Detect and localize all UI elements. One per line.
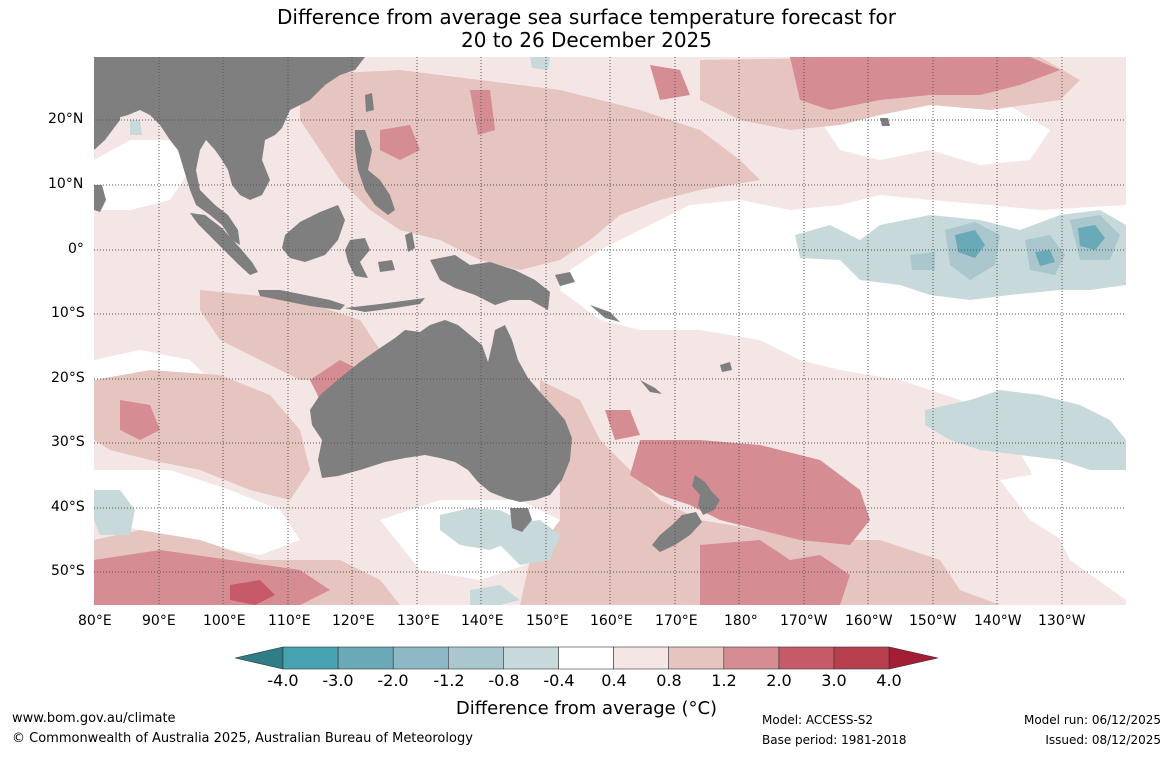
colorbar-tick-label: 4.0 [876,671,902,690]
map-title-line-1: Difference from average sea surface temp… [276,5,896,29]
colorbar-segment [447,646,504,670]
issued-date: Issued: 08/12/2025 [1045,733,1161,747]
colorbar-tick-label: 3.0 [821,671,847,690]
model-name: Model: ACCESS-S2 [762,713,874,727]
website-link[interactable]: www.bom.gov.au/climate [12,711,176,726]
colorbar-segment [337,646,394,670]
colorbar-segment [392,646,449,670]
colorbar-extend-low [234,646,284,670]
lat-label-30S: 30°S [51,434,85,450]
lat-label-20N: 20°N [48,111,84,127]
colorbar-tick-label: -2.0 [377,671,409,690]
colorbar-tick-label: 1.2 [711,671,737,690]
colorbar-segment [723,646,780,670]
map-title-line-2: 20 to 26 December 2025 [460,28,712,52]
graticule [94,57,1126,605]
lon-label-110E: 110°E [268,613,311,629]
colorbar-segment [558,646,614,670]
lon-label-170W: 170°W [780,613,828,629]
colorbar-tick-label: -1.2 [433,671,465,690]
colorbar-segment [613,646,669,670]
lon-label-130E: 130°E [397,613,440,629]
land-masses [94,57,890,552]
anomaly-warm-stronger-regions [230,580,275,605]
lon-label-170E: 170°E [655,613,698,629]
lon-label-140E: 140°E [461,613,504,629]
colorbar-extend-high [888,646,939,670]
base-period: Base period: 1981-2018 [762,733,907,747]
copyright-text: © Commonwealth of Australia 2025, Austra… [12,731,473,746]
colorbar-tick-label: 2.0 [766,671,792,690]
lon-label-160W: 160°W [845,613,893,629]
colorbar-tick-label: -3.0 [322,671,354,690]
lat-label-10S: 10°S [51,305,85,321]
lat-label-20S: 20°S [51,370,85,386]
colorbar-segment [778,646,835,670]
lon-label-120E: 120°E [332,613,375,629]
lat-label-50S: 50°S [51,563,85,579]
colorbar-tick-label: -4.0 [267,671,299,690]
colorbar-tick-label: 0.8 [656,671,682,690]
map-plot-area [94,57,1126,605]
colorbar-segment [282,646,339,670]
colorbar-tick-label: -0.4 [543,671,575,690]
lat-label-0: 0° [68,241,84,257]
colorbar-segment [668,646,725,670]
lon-label-90E: 90°E [142,613,176,629]
colorbar-tick-label: 0.4 [601,671,627,690]
colorbar-tick-label: -0.8 [488,671,520,690]
anomaly-warm-strong-regions [94,57,1060,605]
model-run-date: Model run: 06/12/2025 [1023,713,1161,727]
lon-label-150E: 150°E [526,613,569,629]
colorbar-title: Difference from average (°C) [455,698,718,719]
lon-label-80E: 80°E [78,613,112,629]
anomaly-cool-strong-regions [955,225,1105,266]
lon-label-180: 180° [724,613,758,629]
colorbar-segment [833,646,890,670]
lon-label-100E: 100°E [203,613,246,629]
colorbar [234,646,939,670]
lon-label-160E: 160°E [590,613,633,629]
lat-label-40S: 40°S [51,499,85,515]
colorbar-segment [503,646,559,670]
lon-label-130W: 130°W [1038,613,1086,629]
lon-label-140W: 140°W [974,613,1022,629]
lon-label-150W: 150°W [909,613,957,629]
lat-label-10N: 10°N [48,176,84,192]
